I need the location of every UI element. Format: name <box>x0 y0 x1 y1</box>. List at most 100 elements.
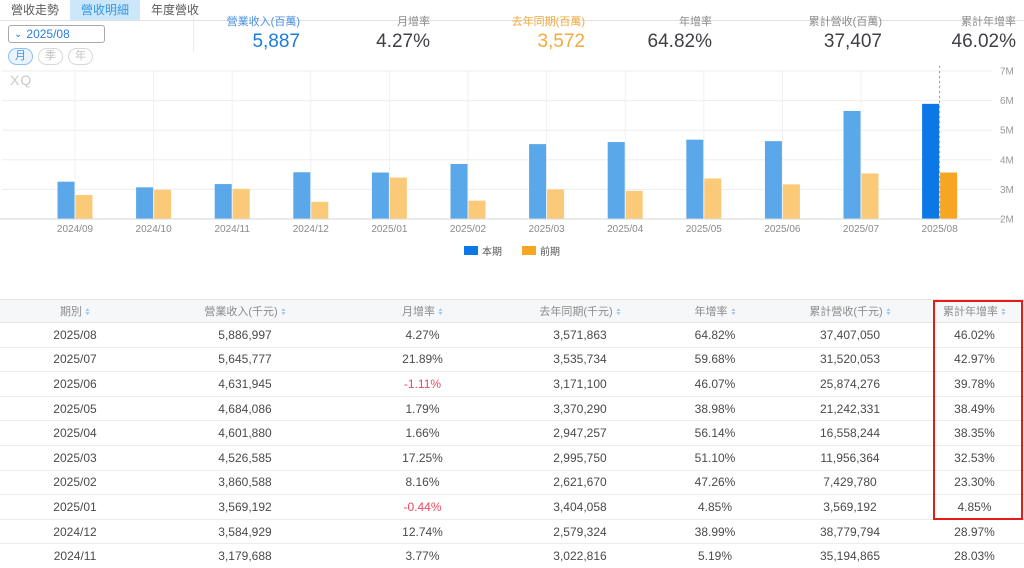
stat-value: 37,407 <box>823 31 882 52</box>
bar-current[interactable] <box>450 163 468 219</box>
table-cell: 2025/05 <box>0 396 150 422</box>
column-header[interactable]: 年增率 ▲ ▼ <box>655 299 775 323</box>
legend-item-本期: 本期 <box>464 243 502 258</box>
table-cell: 2025/02 <box>0 470 150 496</box>
table-cell: 32.53% <box>925 445 1024 471</box>
table-cell: 3,571,863 <box>505 322 655 348</box>
x-axis-label: 2024/09 <box>57 224 94 235</box>
bar-previous[interactable] <box>782 184 800 219</box>
table-cell: 2,621,670 <box>505 470 655 496</box>
table-row[interactable]: 2025/03 4,526,585 17.25% 2,995,750 51.10% 11,… <box>0 445 1024 471</box>
table-cell: 3,569,192 <box>150 494 340 520</box>
table-cell: 3,535,734 <box>505 347 655 373</box>
x-axis-label: 2024/11 <box>214 224 250 235</box>
column-header[interactable]: 營業收入(千元) ▲ ▼ <box>150 299 340 323</box>
sort-icon[interactable]: ▲ ▼ <box>437 307 444 318</box>
tab-年度營收[interactable]: 年度營收 <box>151 3 200 17</box>
granularity-年[interactable]: 年 <box>68 48 93 65</box>
sort-icon[interactable]: ▲ ▼ <box>84 307 91 318</box>
column-header[interactable]: 累計營收(千元) ▲ ▼ <box>775 299 925 323</box>
bar-current[interactable] <box>529 144 547 219</box>
table-cell: 38.35% <box>925 420 1024 446</box>
table-cell: 2,995,750 <box>505 445 655 471</box>
bar-current[interactable] <box>371 172 389 219</box>
table-cell: 37,407,050 <box>775 322 925 348</box>
bar-current[interactable] <box>57 181 75 219</box>
table-cell: 4,631,945 <box>150 371 340 397</box>
stat-label: 累計年增率 <box>961 16 1016 28</box>
table-cell: 3,171,100 <box>505 371 655 397</box>
column-header-label: 年增率 <box>694 306 728 318</box>
bar-previous[interactable] <box>389 177 407 219</box>
table-cell: 2025/08 <box>0 322 150 348</box>
bar-current[interactable] <box>607 142 625 219</box>
stat-label: 營業收入(百萬) <box>226 16 300 28</box>
legend-label: 本期 <box>482 247 502 258</box>
x-axis-label: 2025/06 <box>764 224 801 235</box>
table-row[interactable]: 2025/04 4,601,880 1.66% 2,947,257 56.14% 16,5… <box>0 420 1024 446</box>
stat-value: 5,887 <box>252 31 300 52</box>
sort-icon[interactable]: ▲ ▼ <box>729 307 737 318</box>
bar-current[interactable] <box>214 184 232 219</box>
table-row[interactable]: 2024/11 3,179,688 3.77% 3,022,816 5.19% 35,19… <box>0 543 1024 568</box>
column-header[interactable]: 去年同期(千元) ▲ ▼ <box>505 299 655 323</box>
table-cell: 5,645,777 <box>150 347 340 373</box>
table-cell: 35,194,865 <box>775 543 925 568</box>
bar-previous[interactable] <box>625 190 643 219</box>
column-header-label: 累計營收(千元) <box>809 306 883 318</box>
bar-previous[interactable] <box>75 195 93 219</box>
bar-previous[interactable] <box>940 172 958 219</box>
bar-previous[interactable] <box>547 189 565 219</box>
bar-previous[interactable] <box>468 200 486 219</box>
table-row[interactable]: 2025/06 4,631,945 -1.11% 3,171,100 46.07% 25,… <box>0 371 1024 397</box>
stats-divider <box>193 14 194 52</box>
bar-current[interactable] <box>843 110 861 219</box>
column-header[interactable]: 累計年增率 ▲ ▼ <box>925 299 1024 323</box>
bar-current[interactable] <box>293 172 311 219</box>
column-header-label: 營業收入(千元) <box>204 306 278 318</box>
tab-營收明細[interactable]: 營收明細 <box>70 0 141 20</box>
table-row[interactable]: 2025/02 3,860,588 8.16% 2,621,670 47.26% 7,42… <box>0 470 1024 496</box>
table-cell: 3.77% <box>340 543 505 568</box>
column-header-label: 期別 <box>60 306 83 318</box>
sort-icon[interactable]: ▲ ▼ <box>884 307 892 318</box>
bar-current[interactable] <box>136 187 154 219</box>
bar-previous[interactable] <box>232 188 250 219</box>
column-header[interactable]: 月增率 ▲ ▼ <box>340 299 505 323</box>
x-axis-label: 2025/03 <box>529 224 566 235</box>
bar-current[interactable] <box>922 103 940 219</box>
table-cell: 5,886,997 <box>150 322 340 348</box>
x-axis-label: 2025/01 <box>371 224 408 235</box>
granularity-季[interactable]: 季 <box>38 48 63 65</box>
table-cell: 25,874,276 <box>775 371 925 397</box>
x-axis-label: 2025/08 <box>922 224 959 235</box>
table-cell: 3,370,290 <box>505 396 655 422</box>
chart-legend: 本期 前期 <box>0 243 1024 258</box>
table-row[interactable]: 2025/05 4,684,086 1.79% 3,370,290 38.98% 21,2… <box>0 396 1024 422</box>
bar-current[interactable] <box>686 139 704 219</box>
table-row[interactable]: 2025/08 5,886,997 4.27% 3,571,863 64.82% 37,4… <box>0 322 1024 348</box>
bar-previous[interactable] <box>704 178 722 219</box>
bar-previous[interactable] <box>154 189 172 219</box>
table-row[interactable]: 2024/12 3,584,929 12.74% 2,579,324 38.99% 38,… <box>0 519 1024 545</box>
bar-current[interactable] <box>764 141 782 219</box>
tab-營收走勢[interactable]: 營收走勢 <box>11 3 60 17</box>
table-row[interactable]: 2025/01 3,569,192 -0.44% 3,404,058 4.85% 3,56… <box>0 494 1024 520</box>
x-axis-label: 2025/07 <box>843 224 880 235</box>
x-axis-label: 2025/04 <box>607 224 644 235</box>
column-header[interactable]: 期別 ▲ ▼ <box>0 299 150 323</box>
table-cell: 2,579,324 <box>505 519 655 545</box>
granularity-switch: 月季年 <box>8 48 93 65</box>
stat-3: 年增率 64.82% <box>592 13 712 53</box>
sort-icon[interactable]: ▲ ▼ <box>614 307 622 318</box>
sort-icon[interactable]: ▲ ▼ <box>1000 307 1007 318</box>
granularity-月[interactable]: 月 <box>8 48 33 65</box>
period-select[interactable]: ⌄ 2025/08 <box>8 25 105 43</box>
table-cell: -0.44% <box>340 494 505 520</box>
column-header-label: 累計年增率 <box>943 306 999 318</box>
table-row[interactable]: 2025/07 5,645,777 21.89% 3,535,734 59.68% 31,… <box>0 347 1024 373</box>
bar-previous[interactable] <box>311 201 329 219</box>
table-cell: 8.16% <box>340 470 505 496</box>
bar-previous[interactable] <box>861 173 879 219</box>
sort-icon[interactable]: ▲ ▼ <box>279 307 287 318</box>
